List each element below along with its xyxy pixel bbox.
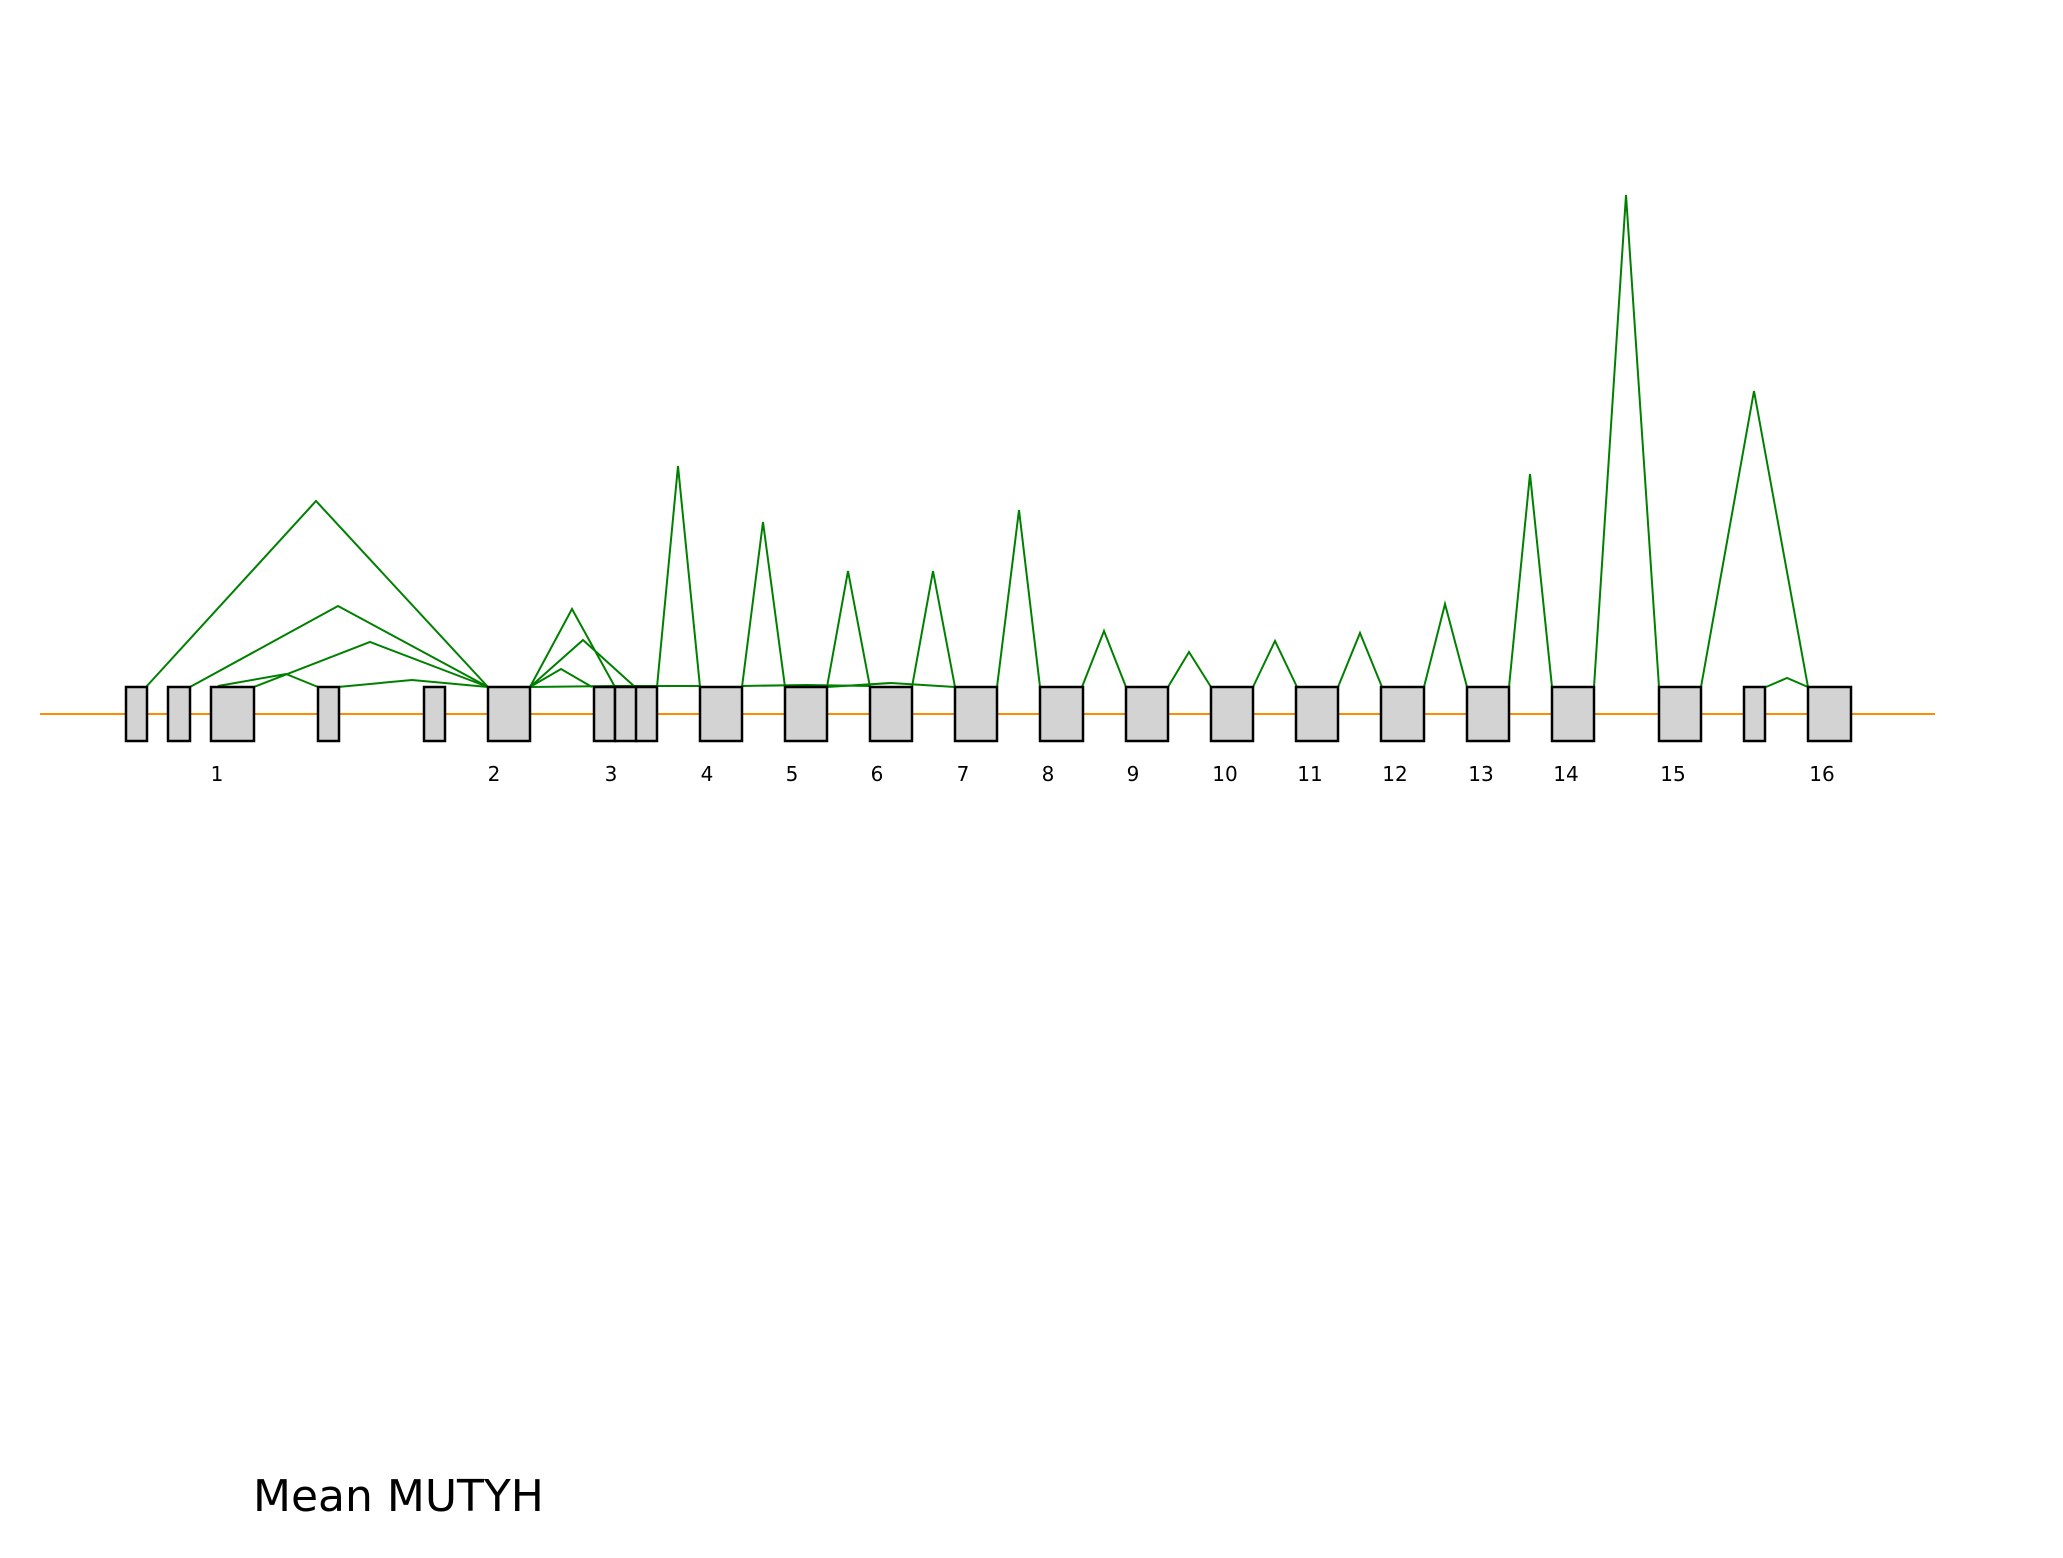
exon-label: 7 <box>957 762 970 786</box>
exon-box <box>1038 685 1085 743</box>
exon-box <box>486 685 532 743</box>
exon-box <box>1742 685 1767 743</box>
exon-label: 10 <box>1212 762 1237 786</box>
junction-arc <box>337 678 489 688</box>
junction-arc <box>741 521 786 688</box>
junction-arc <box>826 681 956 688</box>
exon-box <box>1294 685 1340 743</box>
exon-box <box>634 685 659 743</box>
junction-arc <box>145 499 489 688</box>
exon-box <box>316 685 341 743</box>
exon-box <box>698 685 744 743</box>
exon-label: 16 <box>1809 762 1834 786</box>
exon-box <box>1124 685 1170 743</box>
exon-box <box>1657 685 1703 743</box>
junction-arc <box>1081 628 1127 688</box>
exon-box <box>1550 685 1596 743</box>
exon-box <box>209 685 256 743</box>
junction-arc <box>217 672 319 688</box>
exon-label: 14 <box>1553 762 1578 786</box>
junction-arc <box>1252 638 1298 688</box>
exon-label: 8 <box>1042 762 1055 786</box>
junction-arc <box>189 604 489 688</box>
plot-title: Mean MUTYH <box>253 1471 544 1522</box>
junction-arc <box>1167 650 1212 688</box>
exon-label: 4 <box>701 762 714 786</box>
junction-arc <box>826 570 871 688</box>
exon-box <box>166 685 192 743</box>
junction-arc <box>529 638 636 688</box>
exon-box <box>868 685 914 743</box>
exon-label: 3 <box>605 762 618 786</box>
exon-label: 11 <box>1297 762 1322 786</box>
junction-arc <box>911 570 956 688</box>
exon-label: 6 <box>871 762 884 786</box>
exon-box <box>1379 685 1426 743</box>
junction-arc <box>529 606 616 688</box>
exon-labels: 1 2 3 4 5 6 7 8 9 10 11 12 13 14 15 16 <box>211 762 1835 786</box>
exon-box <box>422 685 447 743</box>
junction-arc <box>656 465 701 688</box>
exon-label: 15 <box>1660 762 1685 786</box>
exon-label: 9 <box>1127 762 1140 786</box>
junction-arc <box>1700 390 1809 688</box>
exon-box <box>1209 685 1255 743</box>
junction-arcs <box>145 194 1809 688</box>
exon-label: 1 <box>211 762 224 786</box>
exon-label: 5 <box>786 762 799 786</box>
exon-label: 2 <box>488 762 501 786</box>
exon-box <box>1465 685 1511 743</box>
exon-label: 12 <box>1382 762 1407 786</box>
junction-arc <box>1423 600 1468 688</box>
exon-box <box>613 685 639 743</box>
exon-box <box>592 685 617 743</box>
junction-arc <box>529 667 593 688</box>
exon-box <box>1806 685 1853 743</box>
junction-arc <box>996 509 1041 688</box>
exon-box <box>124 685 149 743</box>
junction-arc <box>1337 630 1383 688</box>
exon-box <box>953 685 999 743</box>
exon-box <box>783 685 829 743</box>
junction-arc <box>1593 194 1660 688</box>
junction-arc <box>1508 473 1553 688</box>
exon-track <box>124 685 1853 743</box>
junction-arc <box>253 640 489 688</box>
exon-label: 13 <box>1468 762 1493 786</box>
junction-arc <box>1765 676 1809 688</box>
